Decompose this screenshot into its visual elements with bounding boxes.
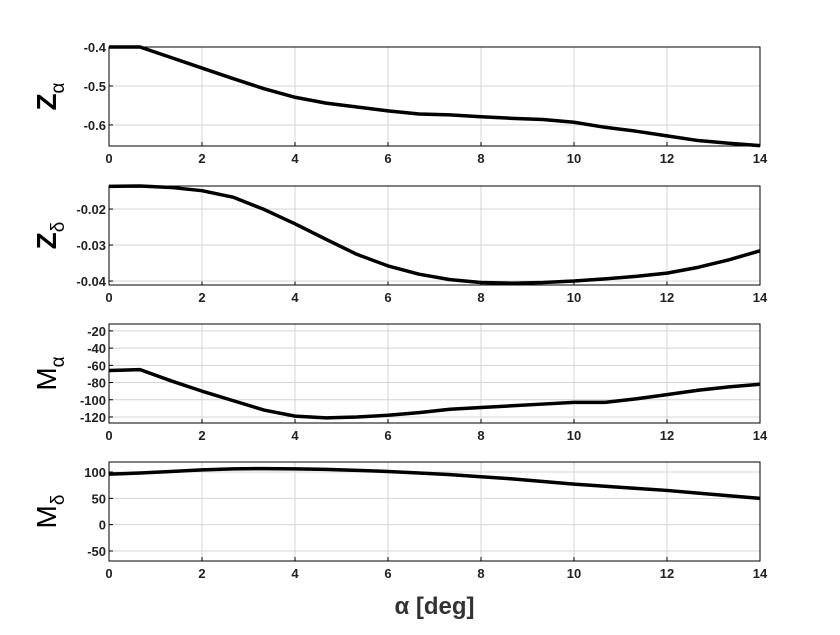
y-axis-label-main: M	[31, 505, 62, 528]
x-tick-label: 4	[291, 151, 299, 166]
y-tick-label: -120	[80, 410, 106, 425]
y-axis-label: Mδ	[31, 495, 69, 529]
x-tick-label: 10	[567, 428, 581, 443]
data-line	[109, 45, 761, 148]
x-tick-label: 4	[291, 290, 299, 305]
y-axis-label-sub: α	[48, 82, 69, 93]
x-tick-label: 4	[291, 566, 299, 581]
x-tick-label: 0	[105, 566, 112, 581]
y-axis-label-main: Z	[31, 93, 62, 110]
data-line	[108, 466, 761, 501]
y-axis-label-sub: δ	[48, 222, 69, 233]
y-tick-label: -80	[87, 376, 106, 391]
y-tick-label: -0.6	[84, 118, 106, 133]
x-tick-label: 4	[291, 428, 299, 443]
x-tick-label: 12	[660, 566, 674, 581]
y-axis-label-sub: δ	[48, 495, 69, 506]
x-tick-label: 8	[477, 151, 484, 166]
x-tick-label: 14	[753, 290, 768, 305]
x-tick-label: 8	[477, 290, 484, 305]
y-tick-label: 100	[84, 465, 106, 480]
x-tick-label: 10	[567, 566, 581, 581]
data-line	[108, 367, 761, 420]
y-axis-label: Mα	[31, 356, 69, 390]
y-tick-label: -0.02	[76, 202, 106, 217]
x-tick-label: 0	[105, 151, 112, 166]
y-tick-label: -60	[87, 358, 106, 373]
x-axis-label: α [deg]	[394, 593, 474, 620]
y-tick-label: 50	[92, 491, 106, 506]
x-tick-label: 14	[753, 151, 768, 166]
x-tick-label: 6	[384, 290, 391, 305]
axes-frame	[108, 185, 761, 286]
x-tick-label: 2	[198, 428, 205, 443]
y-tick-label: -0.4	[84, 40, 107, 55]
x-tick-label: 0	[105, 428, 112, 443]
y-tick-label: 0	[99, 518, 106, 533]
axes-frame	[108, 323, 761, 424]
x-tick-label: 10	[567, 151, 581, 166]
axes-frame	[108, 461, 761, 562]
y-axis-label: Zδ	[31, 222, 69, 250]
x-tick-label: 12	[660, 290, 674, 305]
x-tick-label: 2	[198, 566, 205, 581]
y-tick-label: -50	[87, 544, 106, 559]
y-tick-label: -100	[80, 393, 106, 408]
x-tick-label: 6	[384, 566, 391, 581]
y-axis-label-sub: α	[48, 356, 69, 367]
x-tick-label: 2	[198, 290, 205, 305]
y-tick-label: -0.03	[76, 238, 106, 253]
x-tick-label: 0	[105, 290, 112, 305]
data-line	[108, 184, 761, 285]
x-tick-label: 8	[477, 428, 484, 443]
y-axis-label: Zα	[31, 82, 69, 110]
x-tick-label: 10	[567, 290, 581, 305]
x-tick-label: 8	[477, 566, 484, 581]
x-tick-label: 14	[753, 428, 768, 443]
y-tick-label: -20	[87, 324, 106, 339]
y-tick-label: -0.04	[76, 274, 106, 289]
x-tick-label: 12	[660, 151, 674, 166]
y-tick-label: -0.5	[84, 79, 106, 94]
y-axis-label-main: M	[31, 367, 62, 390]
axes-frame	[108, 46, 761, 147]
x-tick-label: 6	[384, 151, 391, 166]
y-axis-label-main: Z	[31, 232, 62, 249]
y-tick-label: -40	[87, 341, 106, 356]
x-tick-label: 14	[753, 566, 768, 581]
x-tick-label: 12	[660, 428, 674, 443]
x-tick-label: 6	[384, 428, 391, 443]
x-tick-label: 2	[198, 151, 205, 166]
